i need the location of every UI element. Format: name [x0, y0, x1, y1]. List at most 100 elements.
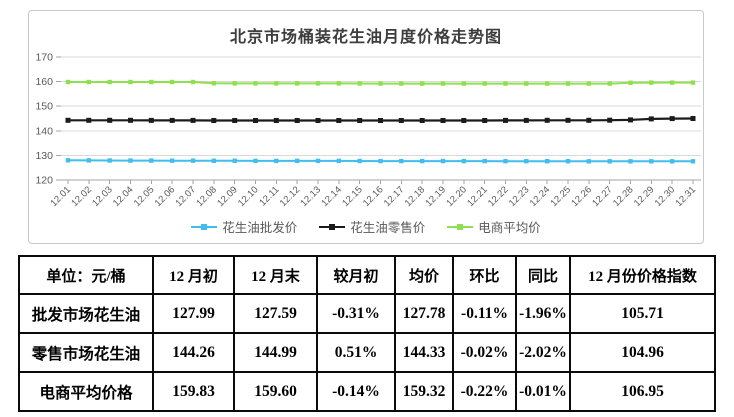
row-label: 零售市场花生油	[18, 332, 154, 373]
data-point	[107, 79, 112, 85]
x-tick-label: 12.14	[319, 184, 344, 209]
table-header-cell: 环比	[452, 255, 517, 295]
data-point	[524, 159, 529, 164]
data-point	[565, 159, 571, 164]
table-header-cell: 12 月初	[152, 255, 235, 295]
data-point	[565, 81, 571, 86]
data-point	[648, 116, 654, 122]
data-point	[128, 158, 133, 163]
x-tick-label: 12.17	[382, 184, 407, 209]
data-point	[295, 81, 300, 86]
data-point	[482, 158, 487, 164]
data-point	[586, 117, 592, 123]
table-cell: 127.78	[394, 293, 454, 334]
table-cell: -0.02%	[452, 332, 517, 373]
data-point	[420, 81, 425, 86]
x-tick-label: 12.30	[653, 184, 678, 209]
x-tick-label: 12.01	[49, 184, 74, 209]
x-tick-label: 12.22	[486, 184, 511, 209]
data-point	[128, 79, 133, 85]
data-point	[357, 158, 362, 164]
x-tick-label: 12.15	[340, 184, 365, 209]
data-point	[545, 159, 550, 164]
y-tick-label: 120	[35, 175, 53, 187]
legend-item-retail: 花生油零售价	[319, 217, 425, 236]
data-point	[190, 79, 196, 85]
table-row-wholesale: 批发市场花生油 127.99 127.59 -0.31% 127.78 -0.1…	[18, 293, 716, 334]
data-point	[628, 80, 633, 85]
data-point	[253, 158, 258, 164]
table-cell: 159.32	[394, 371, 454, 412]
data-point	[253, 118, 258, 123]
data-point	[274, 158, 279, 164]
table-header-cell: 均价	[394, 255, 454, 295]
data-point	[586, 159, 591, 164]
x-tick-label: 12.11	[257, 184, 281, 208]
table-cell: 144.99	[233, 332, 318, 373]
data-point	[232, 118, 238, 123]
retail-line-marker-icon	[319, 223, 346, 230]
data-point	[315, 81, 321, 86]
table-header-cell: 12 月份价格指数	[569, 255, 716, 295]
y-tick-label: 170	[35, 52, 53, 64]
table-cell: -0.11%	[452, 293, 517, 334]
table-cell: -0.01%	[515, 371, 571, 412]
table-cell: 144.26	[152, 332, 235, 373]
ecommerce-line-marker-icon	[447, 223, 474, 230]
data-point	[211, 158, 216, 163]
data-point	[461, 81, 466, 86]
data-point	[274, 81, 279, 86]
x-tick-label: 12.09	[215, 184, 240, 209]
x-tick-label: 12.29	[632, 184, 657, 209]
data-point	[232, 81, 237, 86]
table-cell: -1.96%	[515, 293, 571, 334]
data-point	[628, 159, 633, 164]
table-row-ecommerce: 电商平均价格 159.83 159.60 -0.14% 159.32 -0.22…	[18, 371, 716, 412]
data-point	[690, 159, 696, 164]
x-tick-label: 12.27	[590, 184, 615, 209]
data-point	[315, 118, 321, 123]
table-header-cell: 同比	[515, 255, 571, 295]
table-cell: 159.83	[152, 371, 235, 412]
data-point	[565, 117, 571, 123]
data-point	[586, 81, 591, 86]
row-label: 批发市场花生油	[18, 293, 154, 334]
table-cell: 127.99	[152, 293, 235, 334]
x-tick-label: 12.13	[299, 184, 324, 209]
table-cell: -0.14%	[316, 371, 396, 412]
data-point	[669, 116, 675, 122]
chart-legend: 花生油批发价 花生油零售价 电商平均价	[29, 217, 703, 236]
legend-label-wholesale: 花生油批发价	[222, 221, 298, 235]
data-point	[670, 159, 675, 164]
data-point	[690, 80, 696, 85]
data-point	[420, 158, 425, 164]
x-tick-label: 12.06	[153, 184, 178, 209]
data-point	[336, 81, 341, 86]
data-point	[357, 118, 363, 123]
data-point	[148, 117, 154, 123]
x-tick-label: 12.26	[569, 184, 594, 209]
data-point	[273, 118, 279, 123]
data-point	[336, 118, 342, 123]
table-cell: 159.60	[233, 371, 318, 412]
data-point	[294, 118, 300, 123]
table-header-cell: 单位：元/桶	[18, 255, 154, 295]
x-tick-label: 12.05	[132, 184, 157, 209]
x-tick-label: 12.19	[424, 184, 449, 209]
data-point	[211, 118, 217, 123]
table-header-cell: 较月初	[316, 255, 396, 295]
x-tick-label: 12.10	[236, 184, 261, 209]
x-tick-label: 12.31	[674, 184, 699, 209]
x-tick-label: 12.04	[111, 184, 136, 209]
data-point	[440, 158, 446, 164]
x-tick-label: 12.03	[90, 184, 115, 209]
table-cell: 144.33	[394, 332, 454, 373]
table-cell: 106.95	[569, 371, 716, 412]
data-point	[65, 158, 71, 163]
data-point	[253, 81, 258, 86]
table-cell: -2.02%	[515, 332, 571, 373]
price-chart-svg: 12013014015016017012.0112.0212.0312.0412…	[35, 52, 701, 209]
data-point	[336, 158, 341, 164]
table-cell: 0.51%	[316, 332, 396, 373]
table-cell: 127.59	[233, 293, 318, 334]
